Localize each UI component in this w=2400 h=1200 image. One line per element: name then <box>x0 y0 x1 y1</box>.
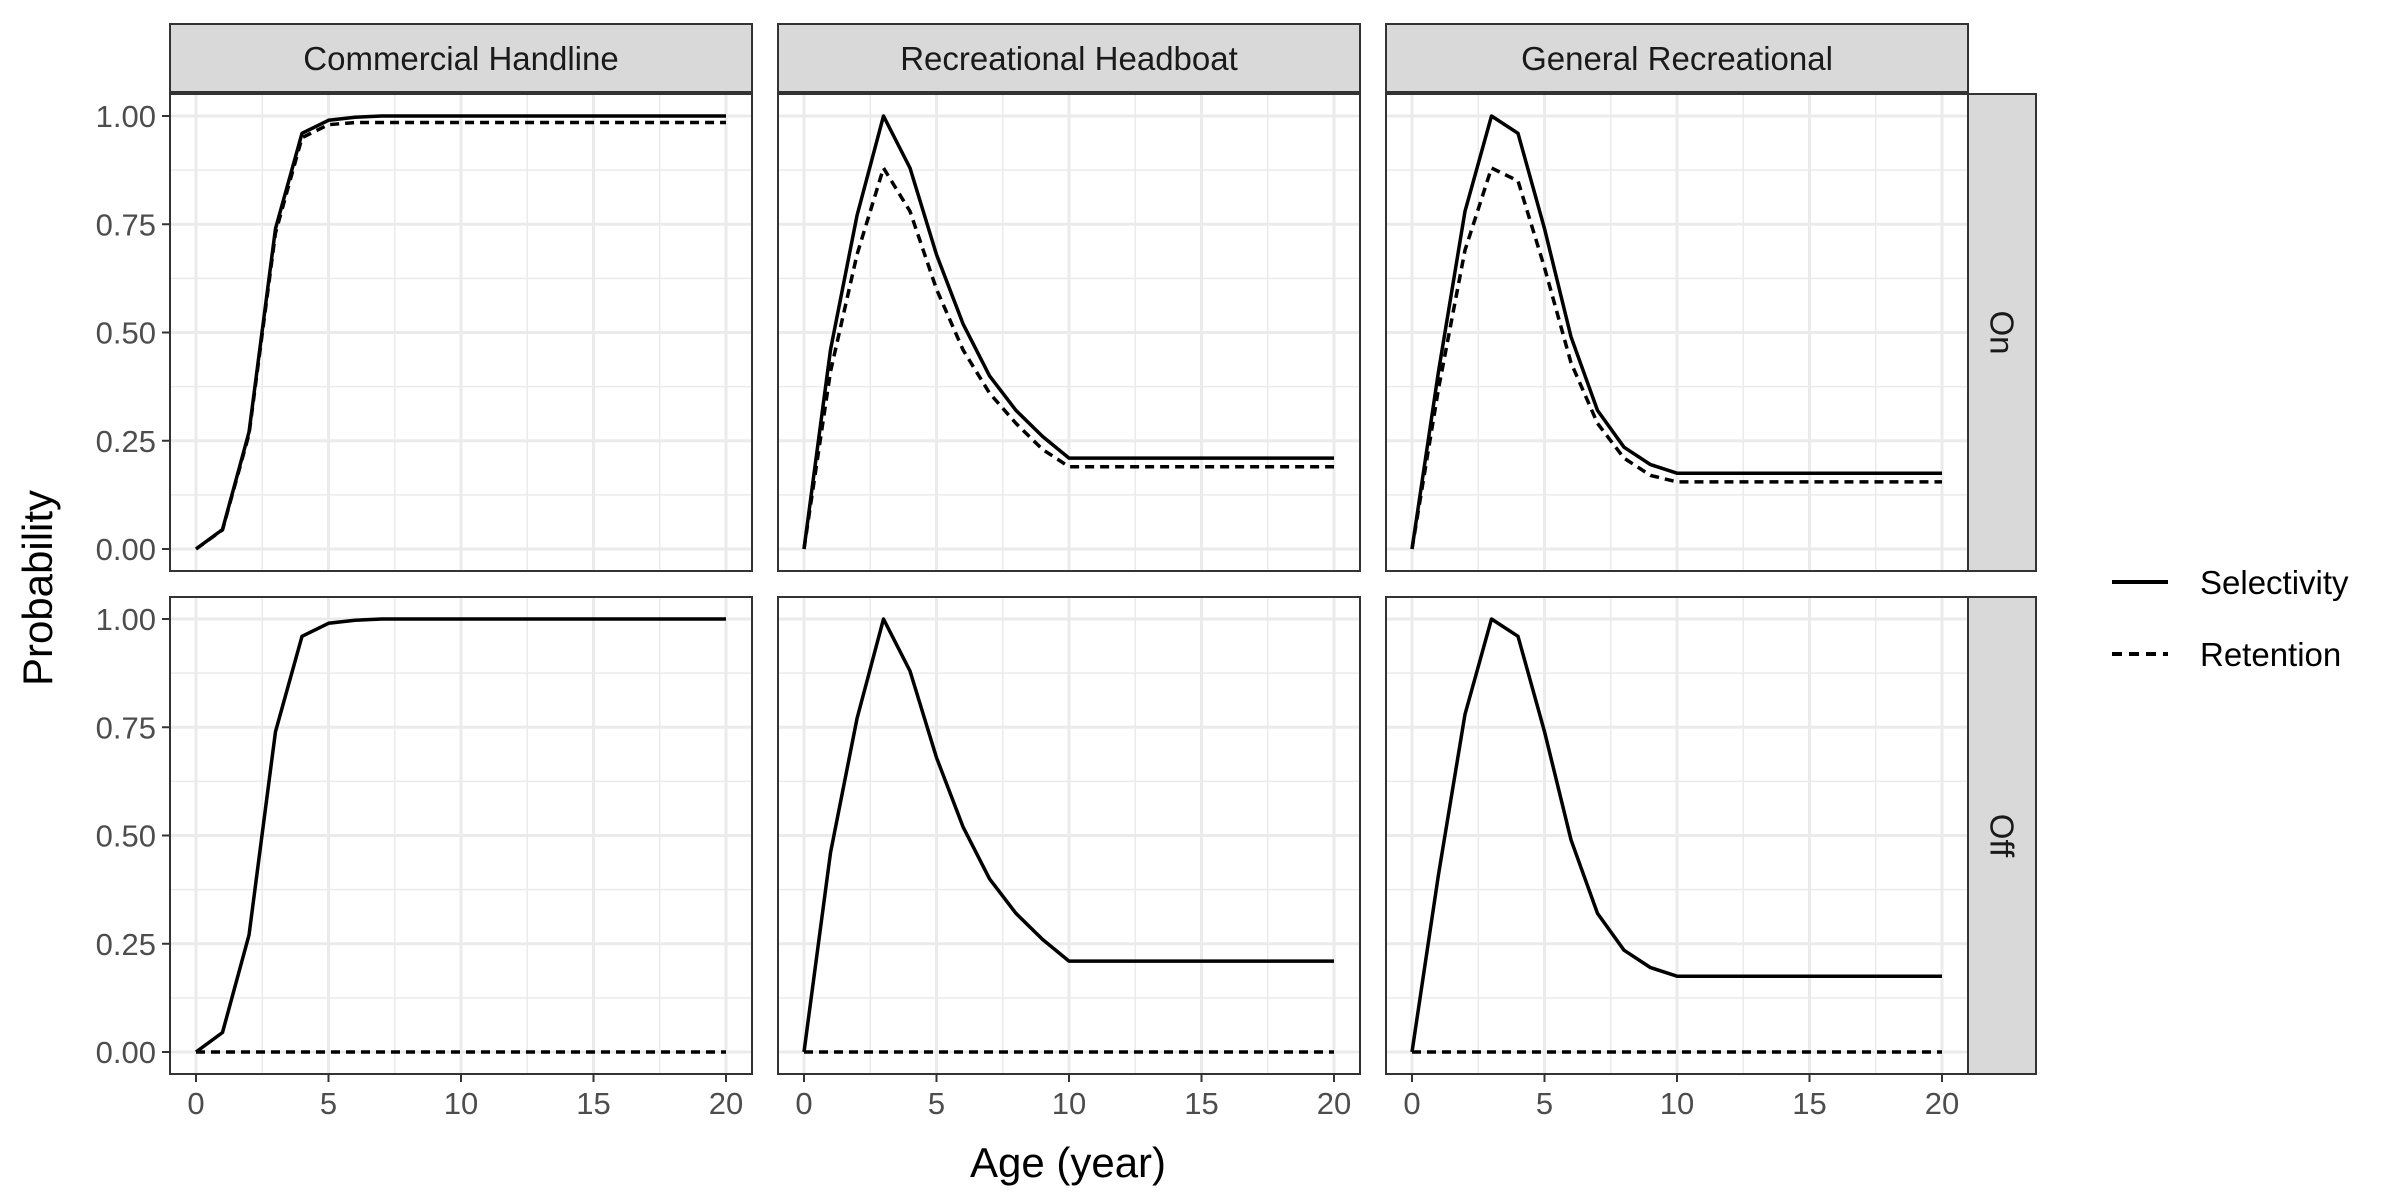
selectivity-line <box>194 114 726 551</box>
strip-label: General Recreational <box>1521 40 1833 77</box>
x-tick-label: 10 <box>1660 1086 1694 1121</box>
x-tick-label: 20 <box>1925 1086 1959 1121</box>
strip-general-recreational: General Recreational <box>1385 23 1969 93</box>
y-tick-label: 0.00 <box>96 532 156 567</box>
x-tick-label: 0 <box>187 1086 204 1121</box>
strip-on: On <box>1967 93 2037 572</box>
retention-line <box>802 166 1334 550</box>
strip-recreational-headboat: Recreational Headboat <box>777 23 1361 93</box>
legend: Selectivity Retention <box>2112 564 2349 673</box>
x-tick-label: 0 <box>1403 1086 1420 1121</box>
y-tick-label: 0.00 <box>96 1035 156 1070</box>
strip-label: Off <box>1984 814 2021 858</box>
panel-grid <box>778 94 1360 571</box>
strip-off: Off <box>1967 596 2037 1075</box>
panel-general-recreational-off <box>1385 596 1969 1075</box>
strip-label: On <box>1984 310 2021 354</box>
panel-border <box>777 93 1361 572</box>
x-tick-label: 20 <box>709 1086 743 1121</box>
legend-label-selectivity: Selectivity <box>2200 564 2349 601</box>
x-tick-label: 20 <box>1317 1086 1351 1121</box>
x-tick-label: 5 <box>928 1086 945 1121</box>
y-tick-label: 0.75 <box>96 710 156 745</box>
panel-grid <box>1386 94 1968 571</box>
x-tick-label: 5 <box>1536 1086 1553 1121</box>
x-axis-title: Age (year) <box>970 1139 1166 1186</box>
y-axis-title: Probability <box>14 490 61 686</box>
selectivity-line <box>1410 617 1942 1053</box>
y-tick-label: 0.50 <box>96 316 156 351</box>
legend-label-retention: Retention <box>2200 636 2341 673</box>
panel-grid <box>1386 597 1968 1074</box>
y-tick-label: 1.00 <box>96 602 156 637</box>
strip-label: Recreational Headboat <box>900 40 1238 77</box>
x-tick-label: 15 <box>576 1086 610 1121</box>
strip-background <box>169 23 753 93</box>
selectivity-line <box>1410 114 1942 550</box>
x-tick-label: 0 <box>795 1086 812 1121</box>
x-tick-label: 15 <box>1792 1086 1826 1121</box>
strip-background <box>1967 596 2037 1075</box>
y-tick-label: 0.25 <box>96 927 156 962</box>
y-tick-label: 1.00 <box>96 99 156 134</box>
strip-background <box>777 23 1361 93</box>
panels-layer <box>169 93 1969 1075</box>
panel-commercial-handline-on <box>169 93 753 572</box>
x-tick-label: 10 <box>444 1086 478 1121</box>
retention-line <box>194 120 726 551</box>
y-tick-label: 0.75 <box>96 207 156 242</box>
panel-recreational-headboat-on <box>777 93 1361 572</box>
selectivity-line <box>194 617 726 1054</box>
selectivity-line <box>802 114 1334 550</box>
x-tick-label: 15 <box>1184 1086 1218 1121</box>
strip-commercial-handline: Commercial Handline <box>169 23 753 93</box>
axes-layer: 0.00 0.25 0.50 0.75 1.00 0 5 10 15 20 0.00 0.25 0.50… <box>96 99 1960 1121</box>
panel-grid <box>778 597 1360 1074</box>
strip-background <box>1967 93 2037 572</box>
y-tick-label: 0.25 <box>96 424 156 459</box>
panel-commercial-handline-off <box>169 596 753 1075</box>
panel-general-recreational-on <box>1385 93 1969 572</box>
facet-strips: Commercial Handline Recreational Headboat… <box>169 23 2037 1075</box>
y-tick-label: 0.50 <box>96 819 156 854</box>
x-tick-label: 5 <box>320 1086 337 1121</box>
x-tick-label: 10 <box>1052 1086 1086 1121</box>
strip-background <box>1385 23 1969 93</box>
panel-grid <box>170 94 752 571</box>
panel-recreational-headboat-off <box>777 596 1361 1075</box>
strip-label: Commercial Handline <box>303 40 618 77</box>
selectivity-line <box>802 617 1334 1053</box>
